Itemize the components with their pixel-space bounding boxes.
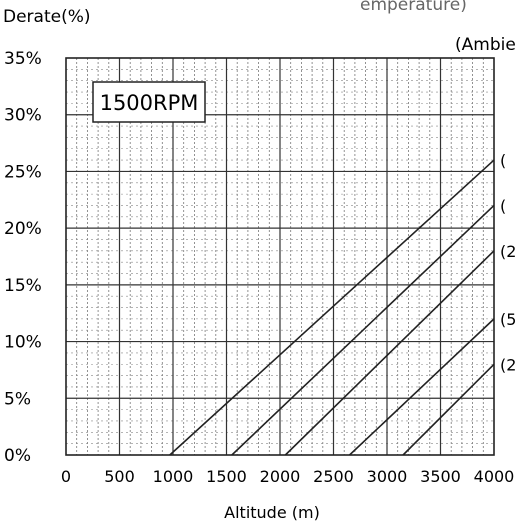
x-tick-label: 4000 xyxy=(474,467,515,486)
series-label-4: (5 xyxy=(500,310,516,329)
tick-labels: 0% 5% 10% 15% 20% 25% 30% 35% 0 500 1000 1500 2000 25… xyxy=(4,49,514,486)
series-labels: ( ( (2 (5 (2 xyxy=(500,151,516,374)
x-tick-label: 500 xyxy=(104,467,135,486)
legend-title: (Ambie xyxy=(455,35,516,55)
y-tick-label: 0% xyxy=(4,446,31,466)
header-cut-text: emperature) xyxy=(360,0,467,15)
plot-frame xyxy=(65,57,495,456)
series-label-3: (2 xyxy=(500,242,516,261)
x-tick-label: 3000 xyxy=(367,467,408,486)
x-tick-label: 1500 xyxy=(206,467,247,486)
x-tick-label: 2500 xyxy=(313,467,354,486)
series-label-1: ( xyxy=(500,151,506,170)
x-tick-label: 0 xyxy=(61,467,71,486)
series-line-2 xyxy=(231,204,495,456)
series-line-3 xyxy=(284,250,495,456)
axes xyxy=(65,57,495,456)
rpm-badge: 1500RPM xyxy=(92,81,206,123)
rpm-badge-label: 1500RPM xyxy=(100,91,199,115)
series-label-2: ( xyxy=(500,196,506,215)
x-tick-label: 1000 xyxy=(153,467,194,486)
x-axis-label: Altitude (m) xyxy=(224,503,320,522)
series-line-4 xyxy=(349,318,495,456)
x-tick-label: 3500 xyxy=(420,467,461,486)
x-tick-label: 2000 xyxy=(260,467,301,486)
series-line-1 xyxy=(169,159,495,456)
y-tick-label: 15% xyxy=(4,276,42,296)
y-tick-label: 5% xyxy=(4,389,31,409)
series-label-5: (2 xyxy=(500,355,516,374)
y-tick-label: 35% xyxy=(4,49,42,69)
y-tick-label: 10% xyxy=(4,333,42,353)
major-grid xyxy=(66,58,494,455)
minor-grid xyxy=(66,58,494,455)
derate-lines xyxy=(169,159,495,456)
y-axis-label: Derate(%) xyxy=(3,7,91,27)
y-tick-label: 25% xyxy=(4,162,42,182)
y-tick-label: 30% xyxy=(4,106,42,126)
y-tick-label: 20% xyxy=(4,219,42,239)
series-line-5 xyxy=(402,363,495,456)
